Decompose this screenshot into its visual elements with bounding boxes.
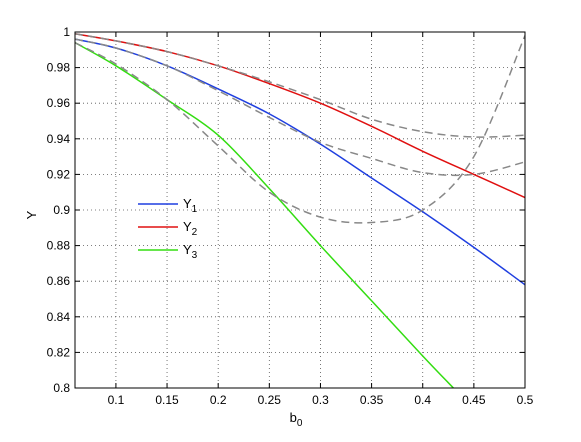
y-tick-label: 0.88: [47, 239, 71, 253]
y-tick-label: 1: [63, 25, 70, 39]
y-tick-label: 0.92: [47, 167, 71, 181]
series-lines: [75, 33, 525, 388]
x-tick-labels: 0.1 0.15 0.2 0.25 0.3 0.35 0.4 0.45 0.5: [108, 393, 534, 407]
legend-label-y3: Y3: [183, 242, 198, 261]
dashed-curve-3: [75, 33, 525, 138]
dashed-curve-1: [75, 35, 525, 224]
legend-label-y3-subscript: 3: [192, 250, 198, 261]
x-tick-label: 0.4: [414, 393, 431, 407]
grid-lines: [75, 32, 525, 388]
x-tick-label: 0.3: [312, 393, 329, 407]
legend-label-y2-subscript: 2: [192, 227, 198, 238]
x-tick-label: 0.45: [462, 393, 486, 407]
legend-label-y1-subscript: 1: [192, 204, 198, 215]
y-axis-label: Y: [24, 210, 39, 219]
y-tick-label: 0.96: [47, 96, 71, 110]
dashed-curve-2: [75, 38, 525, 177]
y-tick-label: 0.8: [53, 381, 70, 395]
x-tick-label: 0.1: [108, 393, 125, 407]
y-tick-label: 0.82: [47, 345, 71, 359]
series-line-y3: [75, 42, 454, 388]
y-tick-label: 0.94: [47, 132, 71, 146]
x-axis-label: b0: [290, 410, 303, 429]
axis-ticks: [75, 31, 526, 389]
x-tick-label: 0.2: [210, 393, 227, 407]
legend-label-y2: Y2: [183, 219, 198, 238]
x-axis-label-subscript: 0: [297, 418, 303, 429]
y-tick-label: 0.84: [47, 310, 71, 324]
x-tick-label: 0.5: [517, 393, 534, 407]
y-tick-labels: 0.8 0.82 0.84 0.86 0.88 0.9 0.92 0.94 0.96 0.98 1: [47, 25, 71, 395]
x-tick-label: 0.25: [258, 393, 282, 407]
x-tick-label: 0.35: [360, 393, 384, 407]
legend-label-y1: Y1: [183, 196, 198, 215]
x-tick-label: 0.15: [155, 393, 179, 407]
legend: Y1 Y2 Y3: [138, 196, 198, 261]
y-tick-label: 0.98: [47, 61, 71, 75]
y-tick-label: 0.86: [47, 274, 71, 288]
y-tick-label: 0.9: [53, 203, 70, 217]
